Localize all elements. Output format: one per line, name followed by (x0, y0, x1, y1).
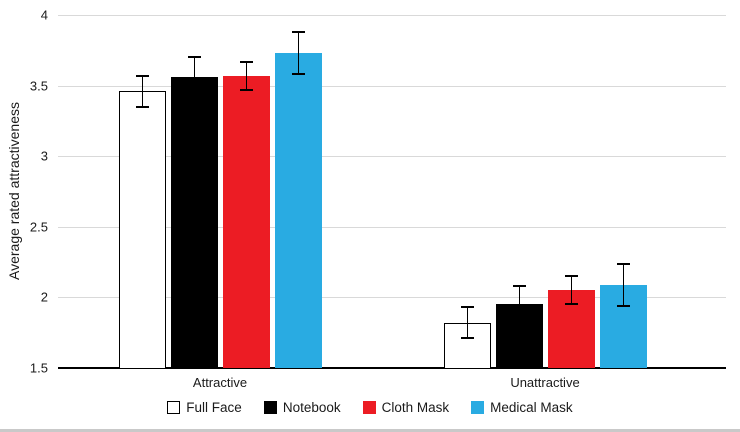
error-bar-cap (512, 321, 526, 324)
y-tick-label: 2.5 (29, 219, 48, 235)
x-category-label: Unattractive (510, 375, 580, 390)
error-bar (141, 75, 143, 107)
legend-item-cloth-mask: Cloth Mask (362, 400, 450, 415)
gridline (58, 156, 726, 158)
gridline (58, 85, 726, 87)
error-bar (297, 31, 299, 75)
error-bar-cap (564, 275, 578, 278)
y-tick-label: 1.5 (29, 360, 48, 376)
legend-item-full-face: Full Face (167, 400, 242, 415)
legend-item-notebook: Notebook (263, 400, 341, 415)
error-bar-cap (291, 30, 305, 33)
error-bar (193, 57, 195, 97)
error-bar-cap (564, 303, 578, 306)
bottom-edge (0, 429, 740, 432)
y-axis-label: Average rated attractiveness (6, 102, 22, 280)
gridline (58, 15, 726, 16)
error-bar-cap (239, 60, 253, 63)
error-bar-cap (291, 73, 305, 76)
legend-swatch-notebook (263, 401, 277, 414)
legend-label: Notebook (282, 400, 341, 415)
bar-notebook-attractive (170, 77, 218, 368)
error-bar-cap (460, 337, 474, 340)
gridline (58, 226, 726, 228)
error-bar-cap (616, 262, 630, 265)
x-category-label: Attractive (192, 375, 248, 390)
legend-label: Medical Mask (490, 400, 573, 415)
error-bar (518, 286, 520, 323)
error-bar-cap (135, 105, 149, 108)
legend-swatch-medical-mask (471, 401, 485, 414)
y-tick-label: 3 (40, 148, 48, 164)
error-bar-cap (616, 304, 630, 307)
error-bar (466, 307, 468, 339)
error-bar-cap (135, 74, 149, 77)
legend-label: Cloth Mask (381, 400, 450, 415)
legend-item-medical-mask: Medical Mask (471, 400, 573, 415)
bar-cloth-mask-attractive (222, 75, 270, 368)
y-tick-label: 2 (40, 289, 48, 305)
error-bar (245, 61, 247, 90)
legend: Full Face Notebook Cloth Mask Medical Mask (0, 400, 740, 415)
bar-full-face-attractive (118, 91, 166, 368)
error-bar-cap (187, 56, 201, 59)
x-axis-line (58, 367, 726, 369)
gridline (58, 297, 726, 299)
y-tick-label: 4 (40, 7, 48, 23)
error-bar-cap (239, 88, 253, 91)
y-tick-label: 3.5 (29, 78, 48, 94)
error-bar-cap (187, 95, 201, 98)
legend-swatch-cloth-mask (362, 401, 376, 414)
legend-label: Full Face (186, 400, 242, 415)
error-bar-cap (460, 306, 474, 309)
error-bar-cap (512, 285, 526, 288)
legend-swatch-full-face (167, 401, 181, 414)
bar-medical-mask-attractive (274, 53, 322, 368)
error-bar (570, 276, 572, 305)
error-bar (622, 263, 624, 306)
